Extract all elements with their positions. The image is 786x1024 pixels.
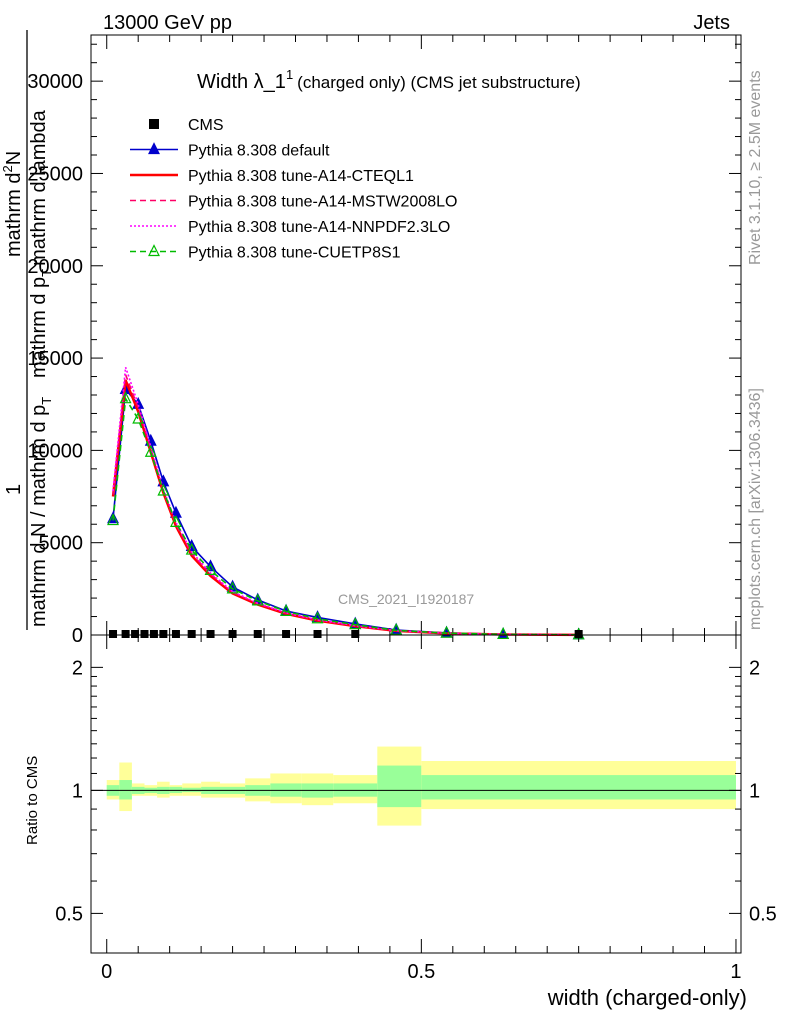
cms-point [313, 630, 322, 638]
ratio-ytick-label: 0.5 [55, 903, 83, 925]
ratio-stat-band [119, 780, 132, 800]
ratio-xtick-label: 0 [101, 961, 112, 983]
series-marker [390, 623, 403, 635]
series-marker [349, 617, 362, 630]
cms-point [206, 630, 215, 638]
series-marker [497, 627, 510, 639]
svg-text:mathrm d2N: mathrm d2N [0, 151, 25, 257]
series-marker [440, 625, 453, 638]
cms-point [351, 630, 360, 638]
legend-label: Pythia 8.308 default [188, 143, 330, 160]
series-group [107, 367, 585, 640]
main-ytick-label: 25000 [27, 163, 83, 185]
mcplots-label: mcplots.cern.ch [arXiv:1306.3436] [747, 388, 764, 630]
series-marker [157, 483, 170, 496]
ratio-panel-frame [90, 634, 742, 954]
title-rest: (charged only) (CMS jet substructure) [297, 73, 580, 92]
legend-label: Pythia 8.308 tune-CUETP8S1 [188, 245, 401, 262]
legend-label: Pythia 8.308 tune-A14-NNPDF2.3LO [188, 219, 450, 236]
svg-text:mathrm d N / mathrm d pT: mathrm d N / mathrm d pT [28, 397, 54, 627]
cms-point [574, 630, 583, 638]
series-marker [107, 513, 119, 526]
legend-label: CMS [188, 117, 224, 134]
cms-point [171, 630, 180, 638]
cms-points [109, 630, 583, 638]
cms-point [121, 630, 130, 638]
series-marker [251, 593, 264, 606]
main-yticks: 0 5000 10000 15000 20000 25000 30000 [27, 43, 741, 647]
ratio-xlabel: width (charged-only) [547, 985, 747, 1010]
ratio-ylabel: Ratio to CMS [24, 756, 41, 845]
cms-point [228, 630, 237, 638]
ratio-ytick-label-right: 1 [749, 780, 760, 802]
legend-marker-triangle [148, 244, 160, 257]
cms-point [131, 630, 140, 638]
main-title: Width λ_11 (charged only) (CMS jet substr… [197, 67, 581, 93]
ratio-xticks: 0 0.5 1 [101, 635, 742, 983]
watermark: CMS_2021_I1920187 [338, 591, 474, 607]
legend-label: Pythia 8.308 tune-A14-MSTW2008LO [188, 194, 457, 211]
series-marker [132, 411, 145, 424]
cms-point [140, 630, 149, 638]
cms-point [149, 630, 158, 638]
title-main: Width λ_1 [197, 71, 286, 93]
cms-point [109, 630, 118, 638]
ratio-xtick-label: 0.5 [407, 961, 435, 983]
ratio-ytick-label-right: 0.5 [749, 903, 777, 925]
series-marker [119, 391, 132, 404]
ylabel-one: 1 [3, 484, 25, 495]
series-marker [311, 611, 324, 624]
series-marker [226, 581, 239, 594]
ratio-xtick-label: 1 [730, 961, 741, 983]
series-marker [169, 515, 182, 527]
series-marker [204, 563, 217, 575]
cms-point [282, 630, 291, 638]
series-marker [144, 444, 157, 457]
main-ytick-label: 5000 [39, 533, 84, 555]
ratio-ytick-label: 1 [72, 780, 83, 802]
ratio-yticks: 0.5 0.5 1 1 2 2 [55, 657, 777, 925]
ratio-stat-band [377, 765, 422, 808]
main-ytick-label: 10000 [27, 440, 83, 462]
ratio-stat-band [421, 775, 736, 800]
legend: CMS Pythia 8.308 default Pythia 8.308 tune… [130, 117, 457, 262]
header-left: 13000 GeV pp [103, 12, 232, 34]
main-ytick-label: 20000 [27, 256, 83, 278]
ratio-ytick-label: 2 [72, 657, 83, 679]
main-ylabel: mathrm d2N mathrm d pTmathrm d lambda 1 … [0, 30, 54, 630]
legend-marker-square [149, 119, 159, 129]
ratio-ytick-label-right: 2 [749, 657, 760, 679]
cms-point [187, 630, 196, 638]
rivet-label: Rivet 3.1.10, ≥ 2.5M events [747, 70, 764, 265]
legend-label: Pythia 8.308 tune-A14-CTEQL1 [188, 168, 414, 185]
cms-point [253, 630, 262, 638]
title-sup: 1 [286, 67, 293, 82]
legend-marker-triangle [148, 142, 160, 155]
main-ytick-label: 30000 [27, 71, 83, 93]
svg-text:mathrm d pTmathrm d lambda: mathrm d pTmathrm d lambda [28, 109, 54, 378]
main-ytick-label: 0 [72, 625, 83, 647]
ratio-bands [106, 746, 736, 826]
cms-point [159, 630, 168, 638]
header-right: Jets [693, 12, 730, 34]
series-marker [185, 542, 198, 555]
series-line [112, 396, 579, 636]
main-ytick-label: 15000 [27, 348, 83, 370]
series-marker [280, 604, 293, 616]
